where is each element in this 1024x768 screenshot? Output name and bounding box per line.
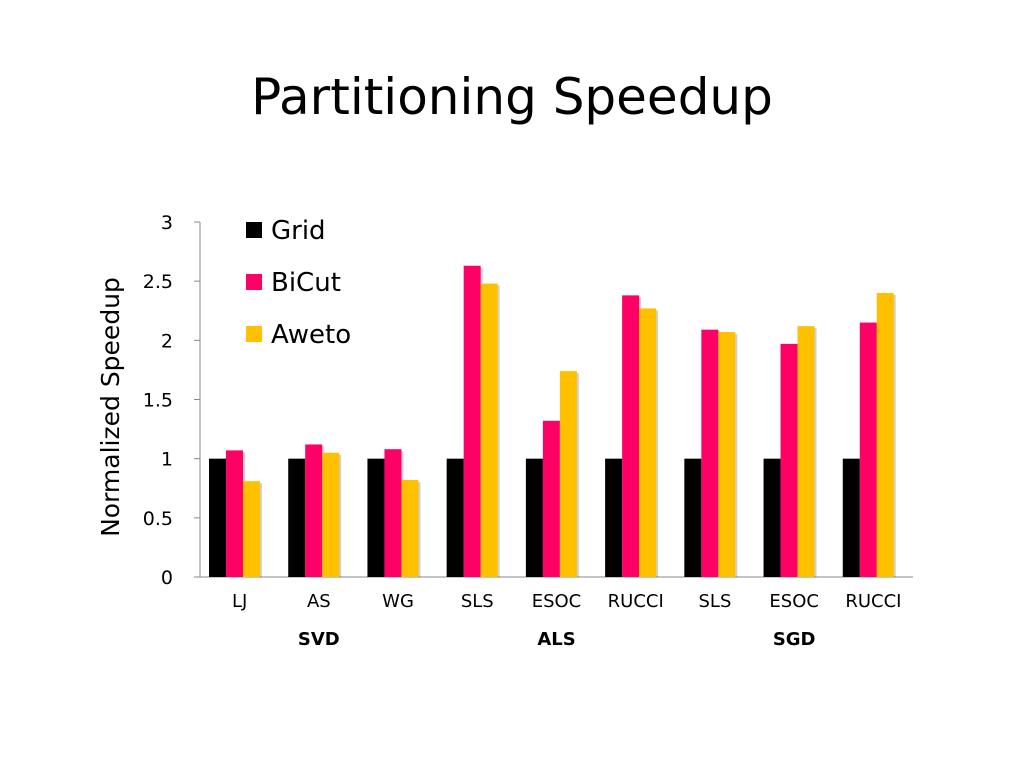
bar-aweto [401, 479, 419, 577]
bar-grid [367, 458, 385, 577]
y-tick-label: 1.5 [143, 390, 173, 412]
x-tick-label: SLS [461, 591, 494, 612]
y-tick-label: 0 [161, 567, 173, 589]
y-tick-label: 2.5 [143, 271, 173, 293]
legend-label-aweto: Aweto [271, 320, 351, 350]
slide-title: Partitioning Speedup [251, 68, 773, 126]
bar-bicut [384, 449, 402, 577]
bar-aweto [718, 332, 736, 577]
bar-aweto [639, 308, 657, 577]
bar-aweto [243, 481, 260, 577]
bar-grid [842, 458, 860, 577]
x-tick-label: RUCCI [845, 591, 901, 612]
legend-label-grid: Grid [271, 216, 326, 246]
x-tick-label: ESOC [532, 591, 582, 612]
group-label: ALS [537, 629, 575, 650]
y-tick-label: 3 [161, 212, 173, 234]
bar-bicut [780, 343, 798, 577]
bar-bicut [305, 444, 323, 577]
bar-bicut [463, 265, 481, 577]
x-tick-label: ESOC [769, 591, 819, 612]
x-tick-label: RUCCI [608, 591, 664, 612]
x-tick-label: LJ [232, 591, 247, 612]
bar-aweto [876, 293, 894, 577]
bar-bicut [542, 420, 560, 577]
bar-aweto [559, 371, 577, 577]
bar-grid [525, 458, 543, 577]
bar-grid [605, 458, 623, 577]
bar-bicut [226, 450, 243, 577]
bar-aweto [480, 283, 498, 577]
bar-grid [209, 458, 226, 577]
x-tick-label: SLS [698, 591, 731, 612]
y-tick-label: 0.5 [143, 508, 173, 530]
chart-bars [209, 265, 896, 577]
bar-aweto [797, 326, 815, 577]
legend-swatch-bicut [246, 274, 262, 290]
bar-bicut [859, 322, 877, 577]
bar-aweto [322, 452, 340, 577]
legend-swatch-grid [246, 222, 262, 238]
x-tick-label: WG [382, 591, 414, 612]
y-axis-label: Normalized Speedup [96, 277, 125, 537]
group-label: SVD [298, 629, 340, 650]
chart-labels: 0 0.5 1 1.5 2 2.5 3 Normalized Speedup LJ AS WG SLS… [96, 212, 901, 650]
legend-label-bicut: BiCut [271, 268, 341, 298]
bar-bicut [701, 329, 719, 577]
bar-grid [446, 458, 464, 577]
bar-bicut [622, 295, 640, 577]
bar-grid [763, 458, 781, 577]
group-label: SGD [773, 629, 816, 650]
bar-grid [288, 458, 306, 577]
bar-grid [684, 458, 702, 577]
x-tick-label: AS [307, 591, 331, 612]
y-tick-label: 1 [161, 449, 173, 471]
chart-legend: Grid BiCut Aweto [246, 216, 351, 350]
y-tick-label: 2 [161, 330, 173, 352]
legend-swatch-aweto [246, 326, 262, 342]
